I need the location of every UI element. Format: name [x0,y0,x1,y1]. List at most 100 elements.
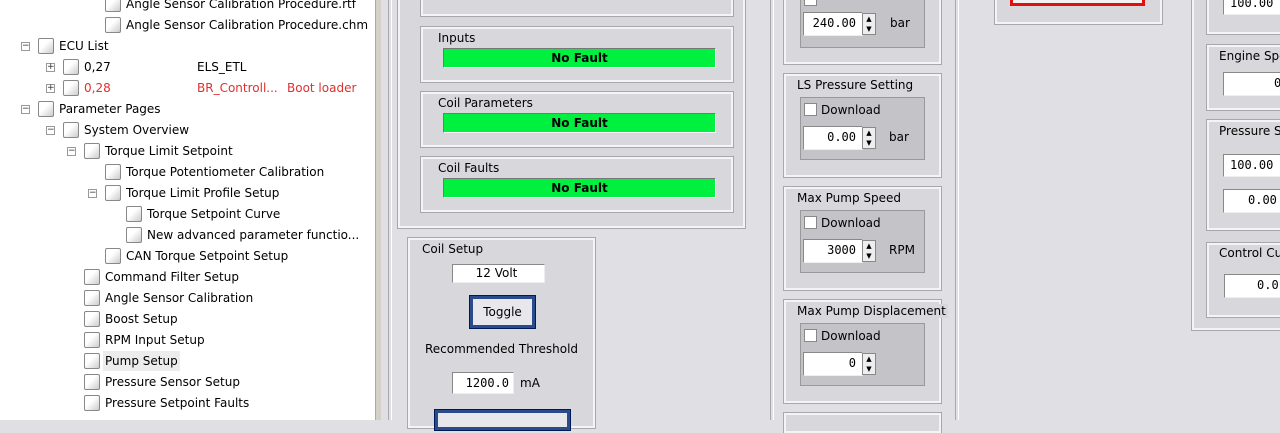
parameter-page-icon [126,206,142,222]
tree-item[interactable]: New advanced parameter functio... [145,225,361,245]
fault-group-label: Coil Faults [436,161,502,175]
download-label: Download [821,103,881,117]
network-icon [38,38,54,54]
tree-item[interactable]: Pump Setup [103,351,180,371]
pressure-label: Pressure S [1217,124,1280,138]
fault-group-label: Inputs [436,31,478,45]
tree-item[interactable]: 0,27 [82,57,113,77]
tree-item[interactable]: Pressure Sensor Setup [103,372,242,392]
tree-item[interactable]: ECU List [57,36,111,56]
engine-speed-value: 0 [1223,72,1280,96]
spinner-icon[interactable]: ▲ ▼ [862,353,876,375]
tree-item-label: 0,27 [84,60,111,74]
splitter[interactable] [375,0,381,420]
parameter-page-icon [84,311,100,327]
download-checkbox[interactable] [804,0,817,6]
coil-action-button[interactable] [434,409,571,431]
tree-item-label: ECU List [59,39,109,53]
expander-icon[interactable]: + [46,62,55,72]
coil-voltage-display: 12 Volt [452,264,545,283]
panel-border [388,0,392,420]
threshold-label: Recommended Threshold [424,342,579,356]
tree-item-label: Angle Sensor Calibration Procedure.chm [126,18,369,32]
setting-input[interactable]: 3000 [803,239,863,263]
control-current-label: Control Cu [1217,246,1280,260]
parameter-page-icon [84,395,100,411]
stop-button[interactable] [1010,0,1145,6]
tree-item[interactable]: Pressure Setpoint Faults [103,393,251,413]
tree-item[interactable]: Angle Sensor Calibration Procedure.rtf [124,0,358,14]
ecu-name: BR_Controll... [197,81,278,95]
download-label: Download [821,329,881,343]
tree-item[interactable]: Boost Setup [103,309,180,329]
tree-item[interactable]: System Overview [82,120,191,140]
tree-item-label: Command Filter Setup [105,270,239,284]
tree-item[interactable]: Parameter Pages [57,99,163,119]
toggle-button[interactable]: Toggle [469,295,536,329]
project-tree[interactable]: Angle Sensor Calibration Procedure.rtf An… [0,0,375,420]
parameter-page-icon [84,143,100,159]
parameter-page-icon [38,101,54,117]
tree-item-label: Pressure Setpoint Faults [105,396,250,410]
setting-label: LS Pressure Setting [795,78,916,92]
column-divider [770,0,774,420]
expander-icon[interactable]: − [88,188,97,198]
expander-icon[interactable]: + [46,83,55,93]
tree-item[interactable]: Command Filter Setup [103,267,241,287]
fault-status-indicator: No Fault [443,48,716,68]
spinner-icon[interactable]: ▲ ▼ [862,240,876,262]
tree-item[interactable]: Torque Setpoint Curve [145,204,282,224]
coil-setup-label: Coil Setup [420,242,486,256]
control-current-value: 0.0 [1224,274,1280,298]
tree-item[interactable]: CAN Torque Setpoint Setup [124,246,290,266]
threshold-input[interactable]: 1200.0 [452,372,514,394]
ecu-warning-icon [63,80,79,96]
setting-input[interactable]: 0 [803,352,863,376]
expander-icon[interactable]: − [21,104,30,114]
parameter-page-icon [84,353,100,369]
parameter-page-icon [84,374,100,390]
setting-input[interactable]: 0.00 [803,126,863,150]
tree-item[interactable]: RPM Input Setup [103,330,207,350]
parameter-page-icon [105,248,121,264]
unit-label: bar [890,16,910,30]
download-checkbox[interactable] [804,329,817,342]
tree-item[interactable]: Torque Limit Profile Setup [124,183,281,203]
expander-icon[interactable]: − [67,146,76,156]
tree-item[interactable]: Angle Sensor Calibration [103,288,255,308]
pressure-value-2: 0.00 [1223,189,1280,213]
ecu-name: ELS_ETL [197,60,247,74]
tree-item-label: Parameter Pages [59,102,161,116]
tree-item[interactable]: Torque Potentiometer Calibration [124,162,326,182]
spinner-icon[interactable]: ▲ ▼ [862,13,876,35]
download-checkbox[interactable] [804,103,817,116]
tree-item-label: Torque Potentiometer Calibration [126,165,325,179]
download-checkbox[interactable] [804,216,817,229]
tree-item[interactable]: Torque Limit Setpoint [103,141,235,161]
tree-item-label: RPM Input Setup [105,333,205,347]
unit-label: bar [889,130,909,144]
ecu-status: Boot loader [287,81,357,95]
tree-item-label: New advanced parameter functio... [147,228,360,242]
tree-item-label: Torque Limit Profile Setup [126,186,280,200]
unit-label: RPM [889,243,915,257]
column-divider [955,0,959,420]
download-label: Download [821,216,881,230]
expander-icon[interactable]: − [46,125,55,135]
tree-item[interactable]: Angle Sensor Calibration Procedure.chm [124,15,370,35]
tree-item-label: Angle Sensor Calibration Procedure.rtf [126,0,356,11]
parameter-page-icon [105,185,121,201]
ecu-icon [63,59,79,75]
engine-speed-label: Engine Spe [1217,49,1280,63]
readout-top-value: 100.00 [1223,0,1280,15]
expander-icon[interactable]: − [21,41,30,51]
setting-label: Max Pump Speed [795,191,903,205]
tree-item-label: System Overview [84,123,190,137]
tree-item[interactable]: 0,28 [82,78,113,98]
fault-status-indicator: No Fault [443,178,716,198]
parameter-page-icon [126,227,142,243]
setting-label: Max Pump Displacement [795,304,948,318]
fault-group-label: Coil Parameters [436,96,535,110]
spinner-icon[interactable]: ▲ ▼ [862,127,876,149]
pressure-input[interactable]: 240.00 [803,12,863,36]
